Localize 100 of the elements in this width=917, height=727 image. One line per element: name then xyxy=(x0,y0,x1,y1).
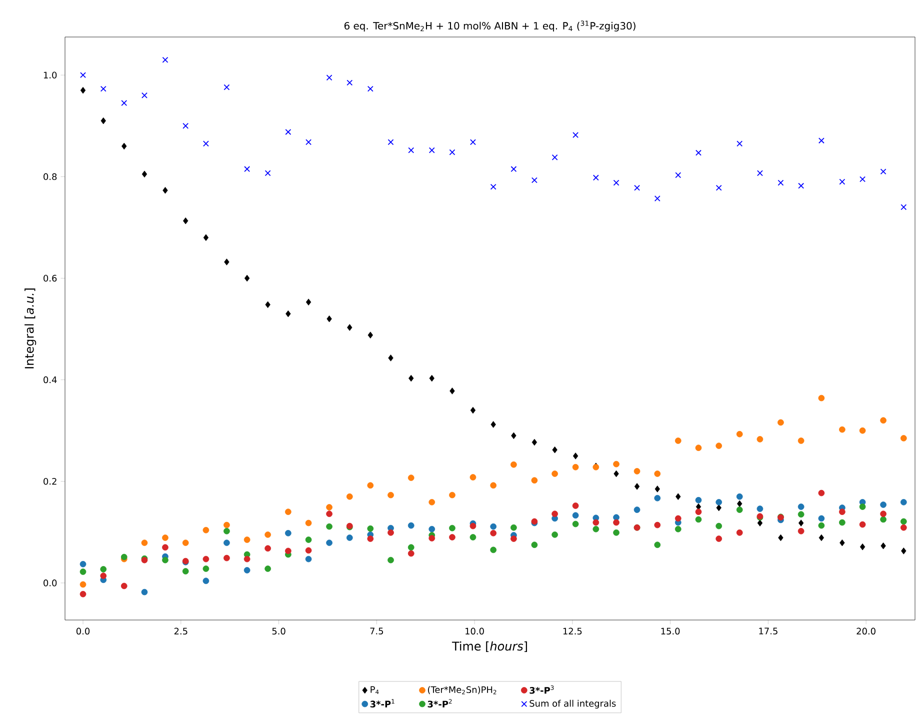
point xyxy=(736,140,743,147)
point xyxy=(798,511,804,518)
point xyxy=(100,572,107,580)
legend-label: 3*-P$^{3}$ xyxy=(530,685,554,694)
point xyxy=(798,182,804,189)
point xyxy=(613,460,620,468)
point xyxy=(818,394,825,402)
point xyxy=(306,139,312,146)
y-tick-label: 0.6 xyxy=(44,274,57,282)
point xyxy=(798,528,804,534)
legend-label: (Ter*Me$_{2}$Sn)PH$_{2}$ xyxy=(428,686,496,694)
point xyxy=(510,166,517,172)
point xyxy=(100,86,106,92)
point xyxy=(326,510,332,518)
point xyxy=(900,518,907,525)
point xyxy=(244,274,250,282)
point xyxy=(122,142,127,150)
point xyxy=(880,542,886,550)
point xyxy=(880,168,886,175)
point xyxy=(818,490,825,496)
point xyxy=(408,522,414,529)
point xyxy=(264,531,271,538)
point xyxy=(408,374,414,382)
point xyxy=(305,547,312,554)
point xyxy=(716,522,722,530)
x-tick-label: 0.0 xyxy=(76,628,90,635)
point xyxy=(634,483,640,490)
point xyxy=(244,556,250,562)
point xyxy=(224,554,230,562)
x-tick-label: 10.0 xyxy=(466,628,484,635)
point xyxy=(736,430,743,438)
point xyxy=(716,498,722,506)
point xyxy=(531,542,538,548)
point xyxy=(859,427,866,434)
point xyxy=(162,186,168,194)
point xyxy=(880,516,886,523)
point xyxy=(716,184,722,191)
point xyxy=(264,545,271,552)
y-tick-label: 1.0 xyxy=(44,72,57,78)
point xyxy=(162,544,168,551)
point xyxy=(676,493,681,500)
point xyxy=(572,132,579,138)
x-tick-label: 17.5 xyxy=(759,628,778,634)
point xyxy=(552,446,558,454)
point xyxy=(470,522,476,530)
legend-label: Sum of all integrals xyxy=(530,700,616,709)
point xyxy=(470,534,476,540)
x-tick-label: 7.5 xyxy=(370,628,384,634)
point xyxy=(634,468,640,474)
point xyxy=(182,568,189,574)
point xyxy=(900,524,907,531)
chart-title: 6 eq. Ter*SnMe$_{2}$H + 10 mol% AIBN + 1 eq. P$_{4}$ ($^{31}$P-zgig30) xyxy=(344,20,636,32)
point xyxy=(305,536,312,543)
point xyxy=(449,534,456,540)
point xyxy=(511,432,516,440)
point xyxy=(142,170,148,178)
point xyxy=(244,536,250,543)
point xyxy=(346,80,353,86)
point xyxy=(388,492,394,498)
point xyxy=(614,470,619,478)
point xyxy=(264,566,271,572)
point xyxy=(818,534,824,542)
point xyxy=(552,531,558,538)
point xyxy=(818,522,825,529)
point xyxy=(490,530,497,536)
point xyxy=(798,504,804,510)
point xyxy=(675,172,682,178)
point xyxy=(203,234,209,241)
point xyxy=(162,556,168,564)
point xyxy=(428,498,436,506)
point xyxy=(100,117,106,124)
point xyxy=(798,520,804,526)
point xyxy=(490,184,496,190)
point xyxy=(202,566,210,572)
point xyxy=(449,492,456,498)
point xyxy=(716,536,722,542)
point xyxy=(860,543,866,550)
point xyxy=(532,438,538,446)
point xyxy=(183,217,188,224)
point xyxy=(388,139,394,146)
point xyxy=(224,522,230,528)
point xyxy=(613,180,620,186)
legend-label: 3*-P$^{1}$ xyxy=(370,699,394,708)
point xyxy=(613,529,620,536)
point xyxy=(224,528,230,534)
point xyxy=(388,529,394,536)
point xyxy=(839,178,846,185)
point xyxy=(634,184,640,191)
point xyxy=(736,506,743,513)
point xyxy=(284,508,292,516)
y-tick-label: 0.2 xyxy=(44,478,56,485)
point xyxy=(367,86,374,92)
point xyxy=(326,315,332,322)
point xyxy=(572,502,579,509)
point xyxy=(840,539,845,546)
point xyxy=(510,461,517,468)
point xyxy=(798,438,804,444)
point xyxy=(162,56,168,63)
x-tick-label: 5.0 xyxy=(272,628,286,635)
point xyxy=(224,258,230,266)
